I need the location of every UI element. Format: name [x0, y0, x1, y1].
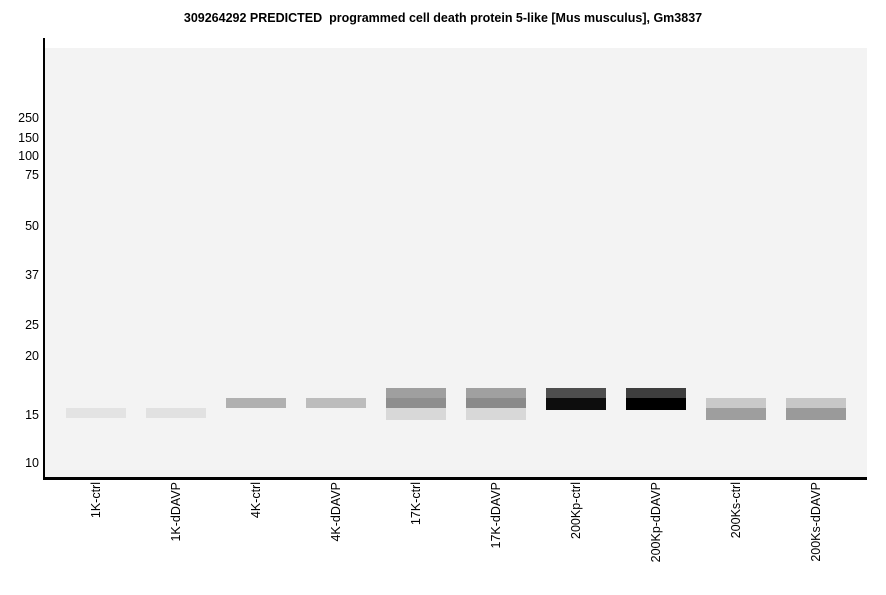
y-tick-label: 50 [25, 219, 39, 233]
lane-label: 17K-ctrl [409, 482, 423, 526]
gel-band-segment [626, 398, 686, 410]
gel-band-segment [546, 388, 606, 398]
chart-title: 309264292 PREDICTED programmed cell deat… [183, 11, 703, 25]
y-tick-label: 100 [18, 149, 39, 163]
y-tick-label: 75 [25, 168, 39, 182]
lane-label: 200Kp-ctrl [569, 482, 583, 539]
y-axis-line [43, 38, 45, 480]
gel-band-segment [386, 398, 446, 408]
lane-label: 1K-ctrl [89, 482, 103, 519]
lane-label: 200Kp-dDAVP [649, 482, 663, 563]
y-tick-label: 10 [25, 456, 39, 470]
y-tick-label: 25 [25, 318, 39, 332]
lane-label: 4K-dDAVP [329, 482, 343, 542]
gel-band-segment [466, 398, 526, 408]
gel-band-segment [66, 408, 126, 418]
gel-band-segment [386, 408, 446, 420]
gel-band-segment [546, 398, 606, 410]
gel-band-segment [226, 398, 286, 408]
gel-band-segment [306, 398, 366, 408]
gel-band-segment [466, 408, 526, 420]
y-tick-label: 250 [18, 111, 39, 125]
gel-band-segment [386, 388, 446, 398]
gel-band-segment [146, 408, 206, 418]
gel-band-segment [786, 398, 846, 408]
y-tick-label: 37 [25, 268, 39, 282]
x-axis-line [43, 477, 867, 480]
gel-band-segment [786, 408, 846, 420]
lane-label: 17K-dDAVP [489, 482, 503, 549]
gel-band-segment [626, 388, 686, 398]
y-tick-label: 150 [18, 131, 39, 145]
y-tick-label: 20 [25, 349, 39, 363]
lane-label: 200Ks-dDAVP [809, 482, 823, 562]
lane-label: 200Ks-ctrl [729, 482, 743, 539]
y-tick-label: 15 [25, 408, 39, 422]
gel-band-segment [706, 408, 766, 420]
lane-label: 1K-dDAVP [169, 482, 183, 542]
gel-band-segment [466, 388, 526, 398]
lane-label: 4K-ctrl [249, 482, 263, 519]
gel-band-segment [706, 398, 766, 408]
